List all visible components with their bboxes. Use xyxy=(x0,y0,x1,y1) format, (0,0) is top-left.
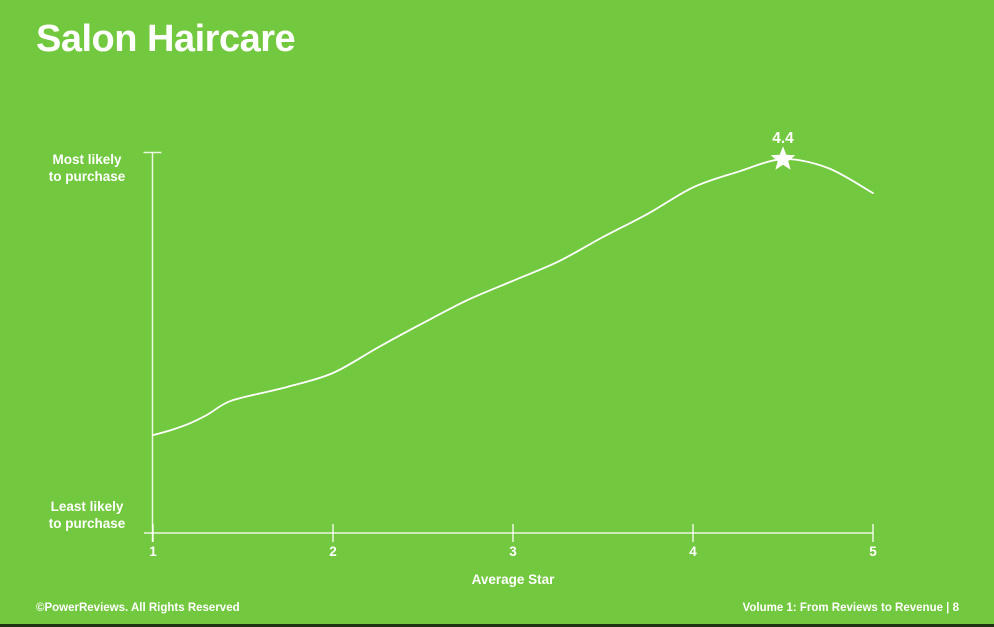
x-axis-title: Average Star xyxy=(471,572,555,587)
y-axis-top-label-line1: Most likely xyxy=(52,152,122,167)
peak-value-label: 4.4 xyxy=(772,130,794,147)
page-title: Salon Haircare xyxy=(36,18,296,60)
x-axis-tick-label: 5 xyxy=(869,544,877,559)
trend-line xyxy=(152,158,874,436)
y-axis-bottom-label-line1: Least likely xyxy=(50,499,124,514)
y-axis-top-label: Most likely to purchase xyxy=(32,151,142,185)
bottom-edge-bar xyxy=(0,624,994,627)
x-axis-tick-label: 4 xyxy=(689,544,697,559)
x-axis-tick-label: 3 xyxy=(509,544,517,559)
x-axis-tick-label: 2 xyxy=(329,544,337,559)
y-axis-bottom-label-line2: to purchase xyxy=(48,516,126,531)
page-reference-text: Volume 1: From Reviews to Revenue | 8 xyxy=(742,602,959,614)
star-icon xyxy=(770,146,796,170)
y-axis-bottom-label: Least likely to purchase xyxy=(32,498,142,532)
x-axis-tick-label: 1 xyxy=(149,544,157,559)
y-axis-top-label-line2: to purchase xyxy=(48,169,126,184)
copyright-text: ©PowerReviews. All Rights Reserved xyxy=(36,602,240,614)
